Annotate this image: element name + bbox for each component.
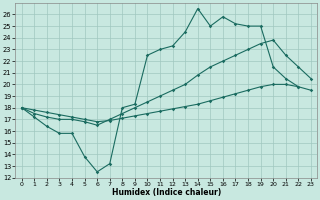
X-axis label: Humidex (Indice chaleur): Humidex (Indice chaleur) — [112, 188, 221, 197]
